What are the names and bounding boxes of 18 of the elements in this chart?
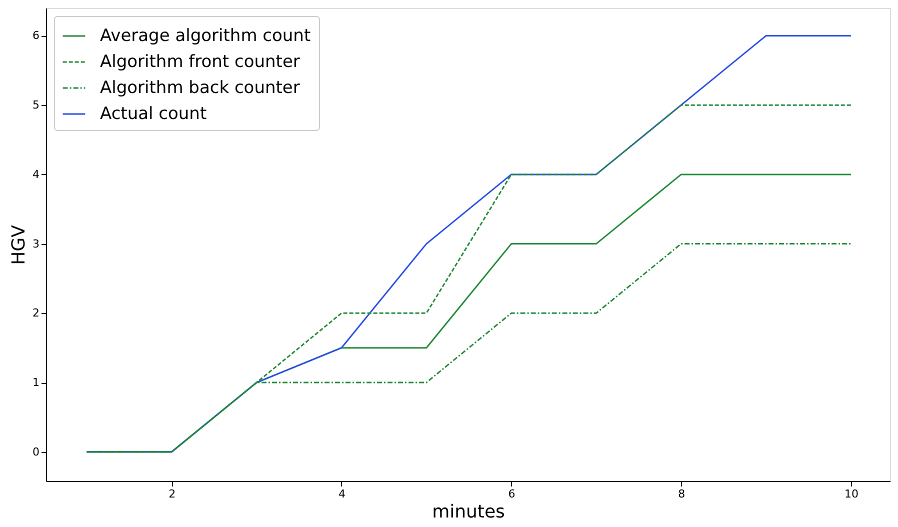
legend-label: Algorithm back counter — [100, 78, 300, 98]
y-tick-label: 4 — [32, 168, 40, 181]
x-tick-label: 2 — [168, 488, 176, 500]
x-tick-label: 8 — [678, 488, 686, 500]
legend-label: Actual count — [100, 104, 207, 124]
x-tick-label: 6 — [508, 488, 516, 500]
x-tick-label: 4 — [338, 488, 346, 500]
y-tick-label: 2 — [32, 306, 40, 320]
y-tick-label: 0 — [32, 445, 40, 458]
x-tick-label: 10 — [844, 488, 858, 500]
legend-label: Algorithm front counter — [100, 52, 300, 72]
y-tick-label: 3 — [32, 237, 40, 250]
y-tick-label: 5 — [32, 98, 40, 112]
y-tick-label: 1 — [32, 376, 40, 390]
x-axis-title: minutes — [432, 502, 505, 522]
y-tick-label: 6 — [32, 29, 40, 42]
y-axis-title: HGV — [8, 224, 30, 265]
legend-label: Average algorithm count — [100, 26, 311, 46]
